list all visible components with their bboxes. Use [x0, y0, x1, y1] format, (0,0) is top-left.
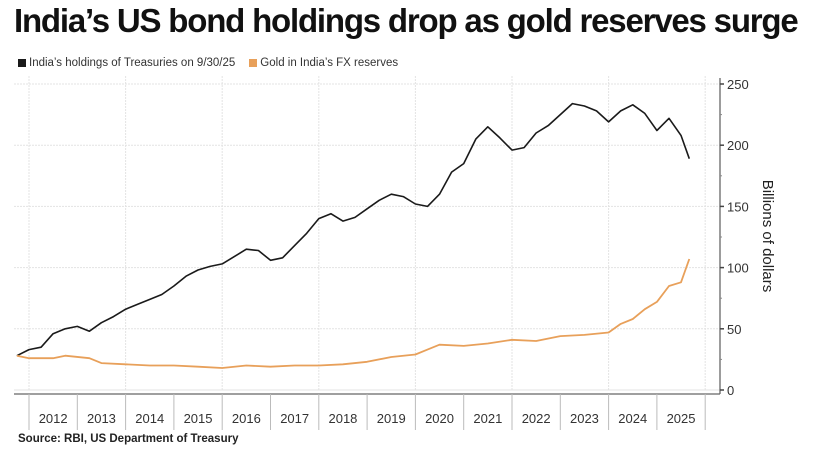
x-tick-label: 2020	[425, 411, 454, 426]
x-tick-label: 2019	[377, 411, 406, 426]
x-tick-label: 2024	[618, 411, 647, 426]
x-tick-label: 2025	[667, 411, 696, 426]
x-tick-label: 2023	[570, 411, 599, 426]
x-tick-label: 2016	[232, 411, 261, 426]
source-note: Source: RBI, US Department of Treasury	[18, 433, 239, 445]
y-tick-label: 50	[727, 322, 741, 337]
legend-label-gold: Gold in India’s FX reserves	[260, 57, 399, 69]
legend: India’s holdings of Treasuries on 9/30/2…	[18, 57, 398, 69]
legend-swatch-treasuries	[18, 59, 26, 67]
x-tick-label: 2017	[280, 411, 309, 426]
y-tick-label: 100	[727, 261, 749, 276]
legend-swatch-gold	[249, 59, 258, 67]
x-tick-label: 2022	[522, 411, 551, 426]
x-tick-label: 2014	[135, 411, 164, 426]
legend-label-treasuries: India’s holdings of Treasuries on 9/30/2…	[29, 57, 236, 69]
x-tick-label: 2015	[184, 411, 213, 426]
x-tick-label: 2018	[328, 411, 357, 426]
y-axis-label: Billions of dollars	[759, 180, 776, 293]
y-tick-label: 250	[727, 77, 749, 92]
legend-item-treasuries: India’s holdings of Treasuries on 9/30/2…	[18, 57, 235, 69]
x-tick-label: 2012	[39, 411, 68, 426]
y-tick-label: 0	[727, 383, 734, 398]
x-tick-label: 2013	[87, 411, 116, 426]
series-line-gold	[16, 258, 691, 369]
y-tick-label: 200	[727, 138, 749, 153]
y-tick-label: 150	[727, 199, 749, 214]
legend-item-gold: Gold in India’s FX reserves	[249, 57, 398, 69]
x-tick-label: 2021	[473, 411, 502, 426]
chart-title: India’s US bond holdings drop as gold re…	[14, 2, 799, 39]
series-line-treasuries	[16, 102, 691, 357]
